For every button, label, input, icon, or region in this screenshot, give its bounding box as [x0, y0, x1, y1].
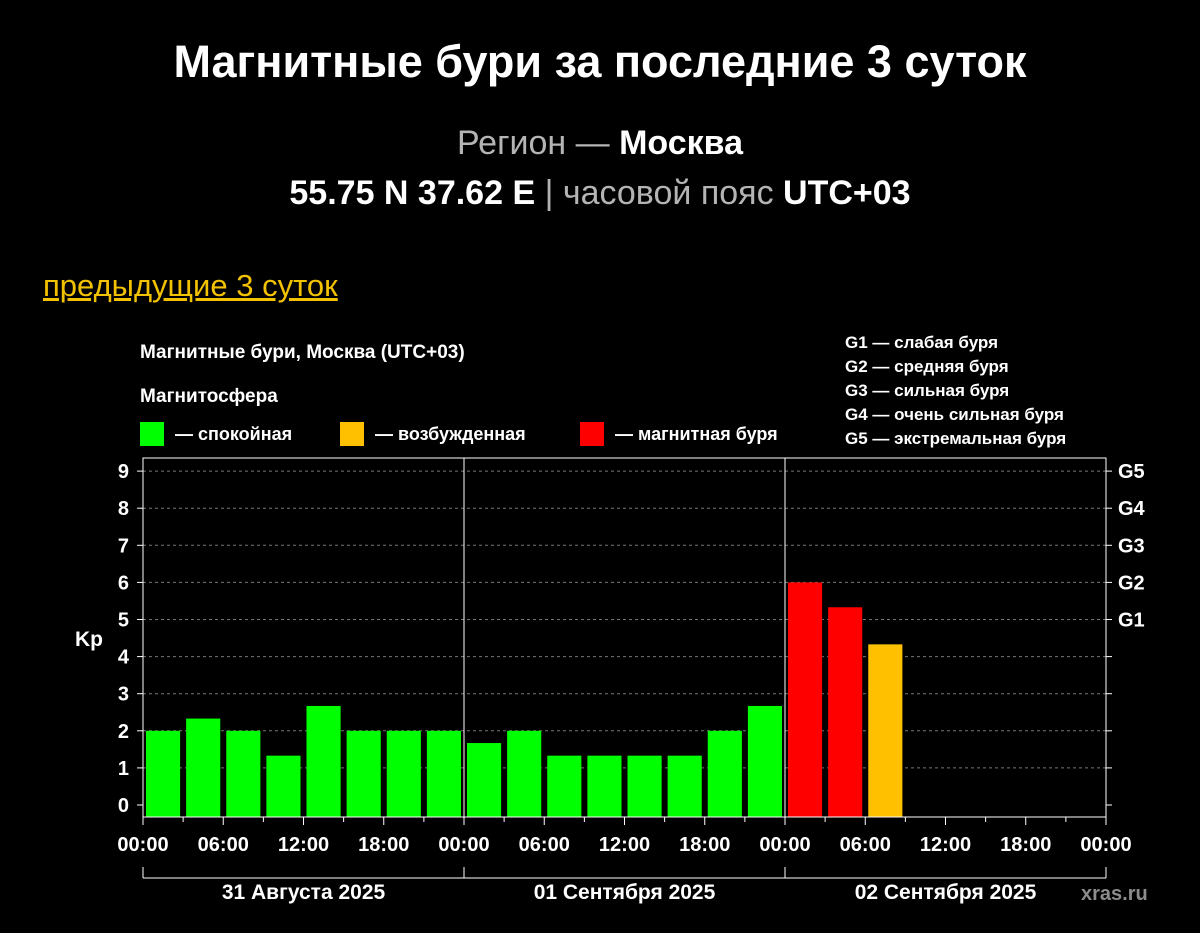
y-tick-label: 7: [118, 535, 129, 557]
y-tick-label: 2: [118, 721, 129, 743]
kp-bar: [627, 755, 662, 817]
kp-bar: [667, 755, 702, 817]
legend-label-storm: — магнитная буря: [615, 424, 778, 444]
day-label: 01 Сентября 2025: [534, 881, 716, 904]
kp-bar: [306, 705, 341, 817]
timezone-value: UTC+03: [783, 174, 911, 212]
y-axis-label: Kp: [75, 628, 103, 651]
storm-scale-g4: G4 — очень сильная буря: [845, 405, 1064, 424]
storm-scale-g1: G1 — слабая буря: [845, 333, 998, 352]
kp-bar: [426, 730, 461, 817]
storm-scale-g3: G3 — сильная буря: [845, 381, 1009, 400]
x-tick-label: 18:00: [358, 834, 409, 856]
legend-swatch-quiet: [140, 422, 164, 446]
x-tick-label: 12:00: [920, 834, 971, 856]
storm-level-label: G5: [1118, 461, 1145, 483]
storm-scale-g2: G2 — средняя буря: [845, 357, 1009, 376]
previous-3-days-link[interactable]: предыдущие 3 суток: [43, 268, 338, 303]
storm-level-label: G3: [1118, 535, 1145, 557]
legend-label-quiet: — спокойная: [175, 424, 292, 444]
timezone-label: часовой пояс: [562, 174, 774, 212]
kp-bar: [747, 705, 782, 817]
x-tick-label: 06:00: [198, 834, 249, 856]
kp-bar: [828, 607, 863, 817]
legend-swatch-storm: [580, 422, 604, 446]
storm-level-label: G2: [1118, 572, 1145, 594]
legend-label-excited: — возбужденная: [375, 424, 526, 444]
kp-bar: [467, 743, 502, 817]
region-label: Регион —: [456, 124, 610, 162]
x-tick-label: 18:00: [679, 834, 730, 856]
region-value: Москва: [619, 124, 743, 162]
region-line: Регион — Москва: [0, 124, 1200, 163]
kp-bar: [707, 730, 742, 817]
x-tick-label: 00:00: [759, 834, 810, 856]
coords-line: 55.75 N 37.62 E | часовой пояс UTC+03: [0, 174, 1200, 213]
day-label: 02 Сентября 2025: [855, 881, 1037, 904]
x-tick-label: 12:00: [278, 834, 329, 856]
y-tick-label: 0: [118, 795, 129, 817]
y-tick-label: 9: [118, 461, 129, 483]
kp-bar: [547, 755, 582, 817]
separator: |: [544, 174, 554, 212]
chart-title: Магнитные бури, Москва (UTC+03): [140, 342, 465, 363]
legend-heading: Магнитосфера: [140, 386, 278, 407]
kp-bar: [386, 730, 421, 817]
legend: — спокойная — возбужденная — магнитная б…: [140, 422, 778, 446]
y-tick-label: 5: [118, 610, 129, 632]
y-tick-label: 3: [118, 684, 129, 706]
x-tick-label: 00:00: [438, 834, 489, 856]
page-title: Магнитные бури за последние 3 суток: [173, 36, 1027, 87]
y-tick-label: 6: [118, 572, 129, 594]
coordinates: 55.75 N 37.62 E: [289, 174, 536, 212]
storm-level-label: G1: [1118, 610, 1145, 632]
storm-level-label: G4: [1118, 498, 1146, 520]
x-tick-label: 00:00: [117, 834, 168, 856]
x-tick-label: 12:00: [599, 834, 650, 856]
y-tick-label: 4: [118, 647, 130, 669]
kp-bar: [266, 755, 301, 817]
legend-swatch-excited: [340, 422, 364, 446]
storm-scale-g5: G5 — экстремальная буря: [845, 429, 1066, 448]
kp-bar: [226, 730, 261, 817]
x-tick-label: 18:00: [1000, 834, 1051, 856]
plot-area: 0 1 2 3 4 5 6 7 8 9 G1 G2 G3 G4 G5 00:00 06:00 12:00 18:00…: [117, 457, 1146, 904]
kp-bar: [788, 582, 823, 817]
kp-bar: [868, 644, 903, 817]
x-tick-label: 00:00: [1080, 834, 1131, 856]
kp-bar: [186, 718, 221, 817]
kp-bar: [346, 730, 381, 817]
kp-bar: [146, 730, 181, 817]
y-tick-label: 1: [118, 758, 129, 780]
watermark: xras.ru: [1081, 883, 1148, 905]
x-tick-label: 06:00: [840, 834, 891, 856]
kp-bar: [587, 755, 622, 817]
day-label: 31 Августа 2025: [222, 881, 386, 904]
kp-bar: [507, 730, 542, 817]
x-tick-label: 06:00: [519, 834, 570, 856]
storm-scale-legend: G1 — слабая буря G2 — средняя буря G3 — …: [845, 333, 1066, 448]
y-tick-label: 8: [118, 498, 129, 520]
